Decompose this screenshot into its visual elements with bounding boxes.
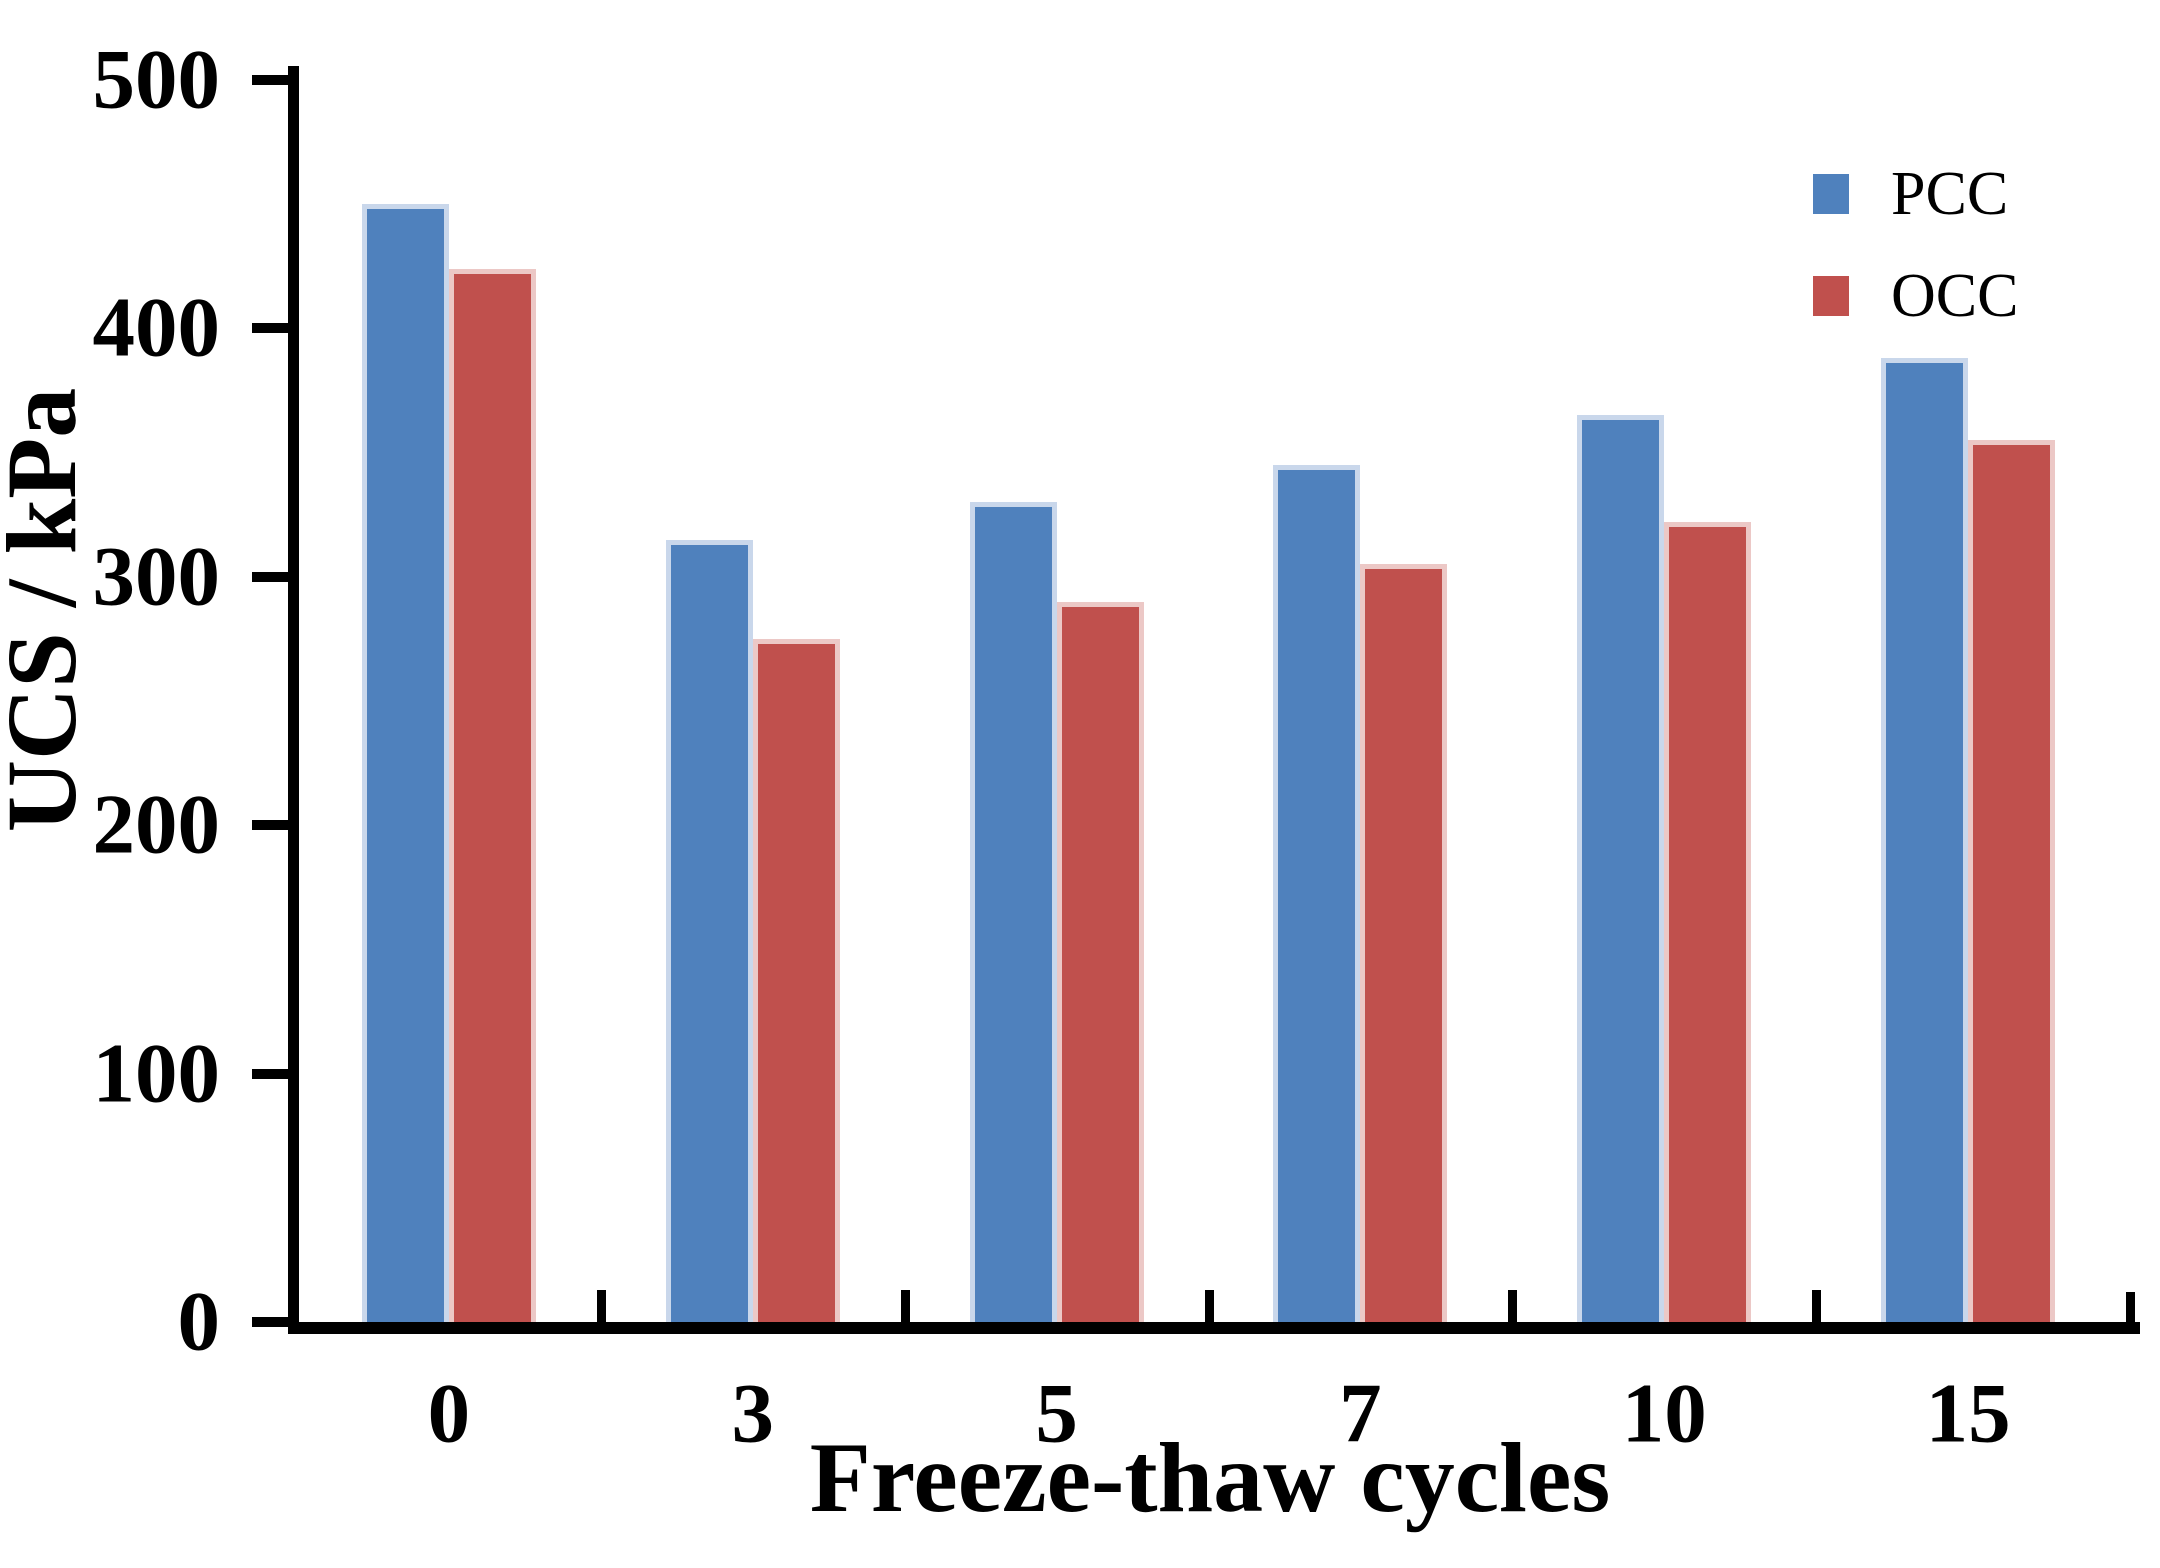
legend: PCC OCC (1813, 158, 2018, 362)
x-axis-end-tick (2126, 1292, 2135, 1322)
y-tick-label: 200 (92, 777, 221, 872)
bar-occ-3 (752, 638, 840, 1322)
y-tick-mark (252, 1317, 297, 1327)
bar-occ-5 (1056, 601, 1144, 1322)
x-category-label: 0 (427, 1366, 471, 1461)
legend-swatch-icon (1813, 174, 1849, 214)
x-axis-title: Freeze-thaw cycles (809, 1422, 1611, 1533)
x-tick-mark (900, 1290, 910, 1322)
y-tick-mark (252, 571, 297, 582)
bar-pcc-3 (665, 539, 753, 1322)
x-tick-mark (1204, 1290, 1214, 1322)
x-tick-mark (1508, 1290, 1518, 1322)
bar-pcc-0 (361, 204, 449, 1322)
bar-pcc-15 (1881, 358, 1969, 1322)
x-category-label: 3 (731, 1366, 775, 1461)
bar-occ-15 (1968, 440, 2056, 1322)
bar-pcc-5 (969, 502, 1057, 1322)
y-tick-mark (252, 1068, 297, 1079)
y-tick-label: 300 (92, 529, 221, 624)
y-tick-mark (252, 75, 297, 85)
bar-occ-10 (1664, 522, 1752, 1322)
x-category-label: 7 (1339, 1366, 1382, 1461)
bar-occ-7 (1360, 564, 1448, 1322)
legend-item-pcc: PCC (1813, 158, 2018, 230)
x-category-label: 5 (1035, 1366, 1078, 1461)
legend-swatch-icon (1813, 276, 1849, 316)
x-axis-line (288, 1322, 2140, 1334)
bar-pcc-7 (1273, 465, 1361, 1322)
y-axis-line (288, 66, 299, 1333)
y-tick-label: 0 (177, 1274, 221, 1369)
y-tick-mark (252, 820, 297, 831)
x-tick-mark (1812, 1290, 1822, 1322)
x-category-label: 10 (1621, 1366, 1707, 1461)
y-tick-label: 400 (92, 280, 221, 375)
x-tick-mark (596, 1290, 606, 1322)
x-category-label: 15 (1925, 1366, 2011, 1461)
bar-occ-0 (448, 268, 536, 1322)
bar-pcc-10 (1577, 415, 1665, 1322)
legend-label: OCC (1891, 262, 2019, 330)
y-tick-mark (252, 323, 297, 334)
legend-item-occ: OCC (1813, 260, 2018, 332)
y-tick-label: 500 (92, 32, 221, 127)
y-tick-label: 100 (92, 1026, 221, 1121)
legend-label: PCC (1891, 160, 2009, 228)
